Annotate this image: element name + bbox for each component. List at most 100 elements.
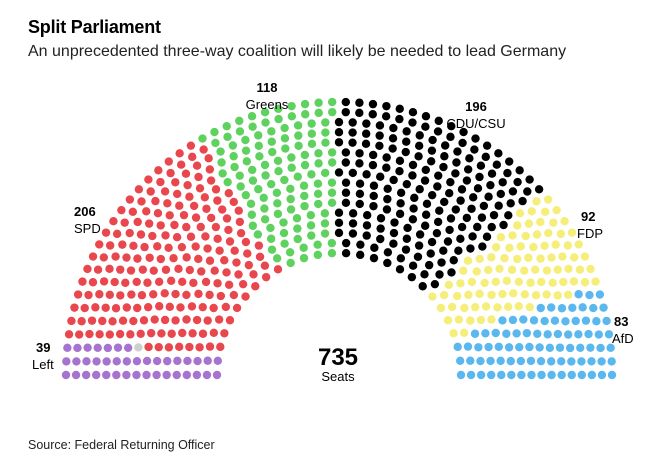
seat-left: [163, 356, 172, 366]
seat-fdp: [463, 256, 473, 265]
seat-afd: [597, 370, 607, 380]
seat-greens: [327, 97, 337, 107]
seat-spd: [151, 196, 160, 206]
seat-greens: [261, 118, 270, 127]
seat-left: [72, 357, 81, 366]
seat-spd: [211, 222, 221, 232]
seat-cdu-csu: [348, 128, 357, 137]
seat-greens: [307, 129, 317, 138]
seat-spd: [144, 342, 153, 352]
seat-spd: [205, 342, 215, 351]
seat-cdu-csu: [361, 139, 371, 149]
seat-cdu-csu: [447, 121, 456, 131]
seat-spd: [153, 242, 162, 251]
seat-cdu-csu: [341, 158, 351, 167]
seat-cdu-csu: [477, 213, 487, 222]
seat-greens: [281, 144, 290, 153]
seat-cdu-csu: [451, 169, 460, 178]
seat-cdu-csu: [457, 222, 467, 232]
seat-afd: [584, 329, 593, 339]
seat-cdu-csu: [414, 141, 424, 151]
seat-spd: [173, 189, 182, 199]
seat-cdu-csu: [395, 104, 404, 114]
seat-spd: [177, 242, 187, 252]
seat-spd: [128, 207, 138, 217]
seat-cdu-csu: [382, 205, 392, 214]
seat-cdu-csu: [420, 270, 429, 279]
seat-spd: [154, 166, 163, 175]
seat-spd: [99, 277, 109, 286]
seat-spd: [197, 267, 206, 276]
seat-spd: [171, 289, 180, 299]
seat-left: [162, 370, 171, 380]
seat-cdu-csu: [415, 230, 425, 239]
seat-cdu-csu: [420, 221, 430, 230]
seat-afd: [527, 370, 536, 380]
seat-fdp: [526, 278, 535, 287]
seat-greens: [272, 254, 282, 263]
seat-greens: [218, 169, 227, 178]
seat-greens: [320, 209, 330, 218]
seat-spd: [174, 264, 183, 273]
seat-greens: [266, 234, 276, 243]
seat-cdu-csu: [395, 114, 404, 124]
seat-fdp: [505, 243, 514, 253]
seat-cdu-csu: [435, 270, 444, 279]
seat-spd: [205, 165, 215, 174]
seat-cdu-csu: [395, 156, 405, 166]
seat-spd: [220, 256, 229, 265]
seat-spd: [254, 241, 264, 250]
seat-cdu-csu: [476, 161, 486, 170]
seat-spd: [136, 329, 145, 338]
seat-cdu-csu: [421, 122, 430, 131]
seat-cdu-csu: [446, 132, 455, 142]
seat-left: [142, 356, 152, 366]
seat-spd: [118, 240, 127, 249]
seat-fdp: [467, 277, 477, 287]
seat-cdu-csu: [355, 250, 365, 260]
seat-cdu-csu: [408, 160, 418, 170]
seat-greens: [247, 112, 257, 121]
seat-afd: [517, 370, 526, 380]
seat-greens: [307, 231, 316, 240]
seat-spd: [176, 160, 186, 169]
seat-spd: [244, 260, 254, 270]
seat-spd: [175, 201, 184, 210]
seat-cdu-csu: [492, 160, 502, 169]
seat-left: [132, 356, 142, 366]
seat-spd: [148, 231, 157, 241]
seat-cdu-csu: [410, 193, 419, 203]
seat-fdp: [509, 289, 518, 298]
seat-greens: [327, 158, 337, 167]
seat-afd: [607, 370, 617, 380]
seat-spd: [203, 244, 212, 253]
seat-afd: [487, 370, 496, 380]
seat-spd: [185, 192, 194, 201]
seat-cdu-csu: [341, 97, 351, 107]
seat-cdu-csu: [368, 160, 378, 170]
label-fdp-name: FDP: [577, 226, 603, 241]
seat-spd: [122, 303, 132, 312]
seat-spd: [161, 265, 171, 274]
seat-cdu-csu: [424, 260, 434, 270]
seat-spd: [126, 330, 135, 339]
seat-spd: [200, 193, 210, 202]
seat-spd: [192, 161, 202, 170]
seat-cdu-csu: [355, 98, 364, 107]
seat-greens: [216, 147, 225, 156]
seat-cdu-csu: [471, 134, 480, 143]
seat-greens: [307, 170, 316, 179]
seat-greens: [273, 199, 282, 208]
chart-title: Split Parliament: [28, 17, 161, 37]
seat-cdu-csu: [503, 168, 512, 178]
seat-afd: [491, 328, 500, 338]
seat-afd: [496, 356, 505, 366]
seat-fdp: [443, 316, 453, 325]
seat-afd: [581, 316, 591, 325]
seat-cdu-csu: [341, 238, 351, 248]
seat-spd: [238, 279, 248, 289]
seat-fdp: [491, 242, 501, 252]
seat-afd: [456, 370, 466, 380]
seat-left: [152, 370, 161, 380]
label-spd-seats: 206: [74, 204, 96, 219]
